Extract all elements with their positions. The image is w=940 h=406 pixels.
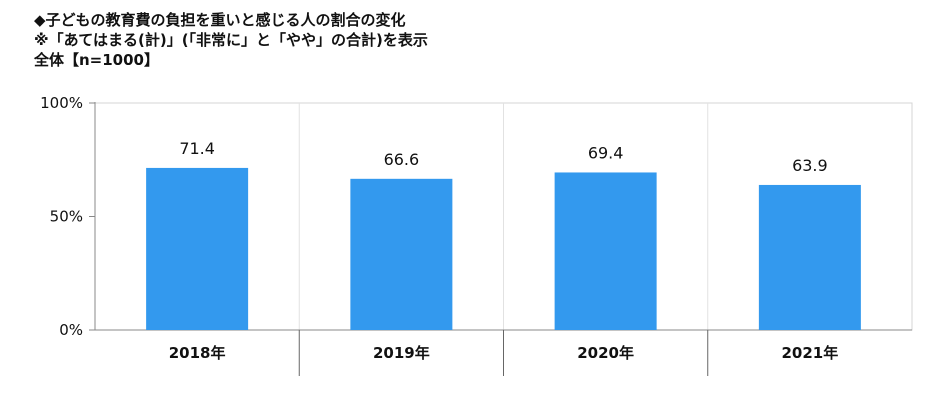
chart-title: ◆子どもの教育費の負担を重いと感じる人の割合の変化 xyxy=(34,11,406,29)
x-tick-label: 2021年 xyxy=(782,344,839,362)
x-tick-label: 2020年 xyxy=(577,344,634,362)
y-tick-label: 0% xyxy=(59,321,83,339)
sample-size-label: 全体【n=1000】 xyxy=(34,51,159,69)
x-tick-label: 2019年 xyxy=(373,344,430,362)
y-tick-label: 50% xyxy=(50,208,83,226)
bar xyxy=(554,172,657,330)
bar xyxy=(758,184,861,330)
bar xyxy=(350,178,453,330)
bar xyxy=(146,167,249,330)
chart-note: ※「あてはまる(計)」(「非常に」と「やや」の合計)を表示 xyxy=(34,31,428,49)
x-tick-label: 2018年 xyxy=(169,344,226,362)
data-label: 63.9 xyxy=(792,156,828,175)
chart-title-block: ◆子どもの教育費の負担を重いと感じる人の割合の変化 ※「あてはまる(計)」(「非… xyxy=(34,10,428,70)
data-label: 66.6 xyxy=(384,150,420,169)
data-label: 69.4 xyxy=(588,143,624,162)
data-label: 71.4 xyxy=(179,139,215,158)
y-tick-label: 100% xyxy=(40,94,83,112)
